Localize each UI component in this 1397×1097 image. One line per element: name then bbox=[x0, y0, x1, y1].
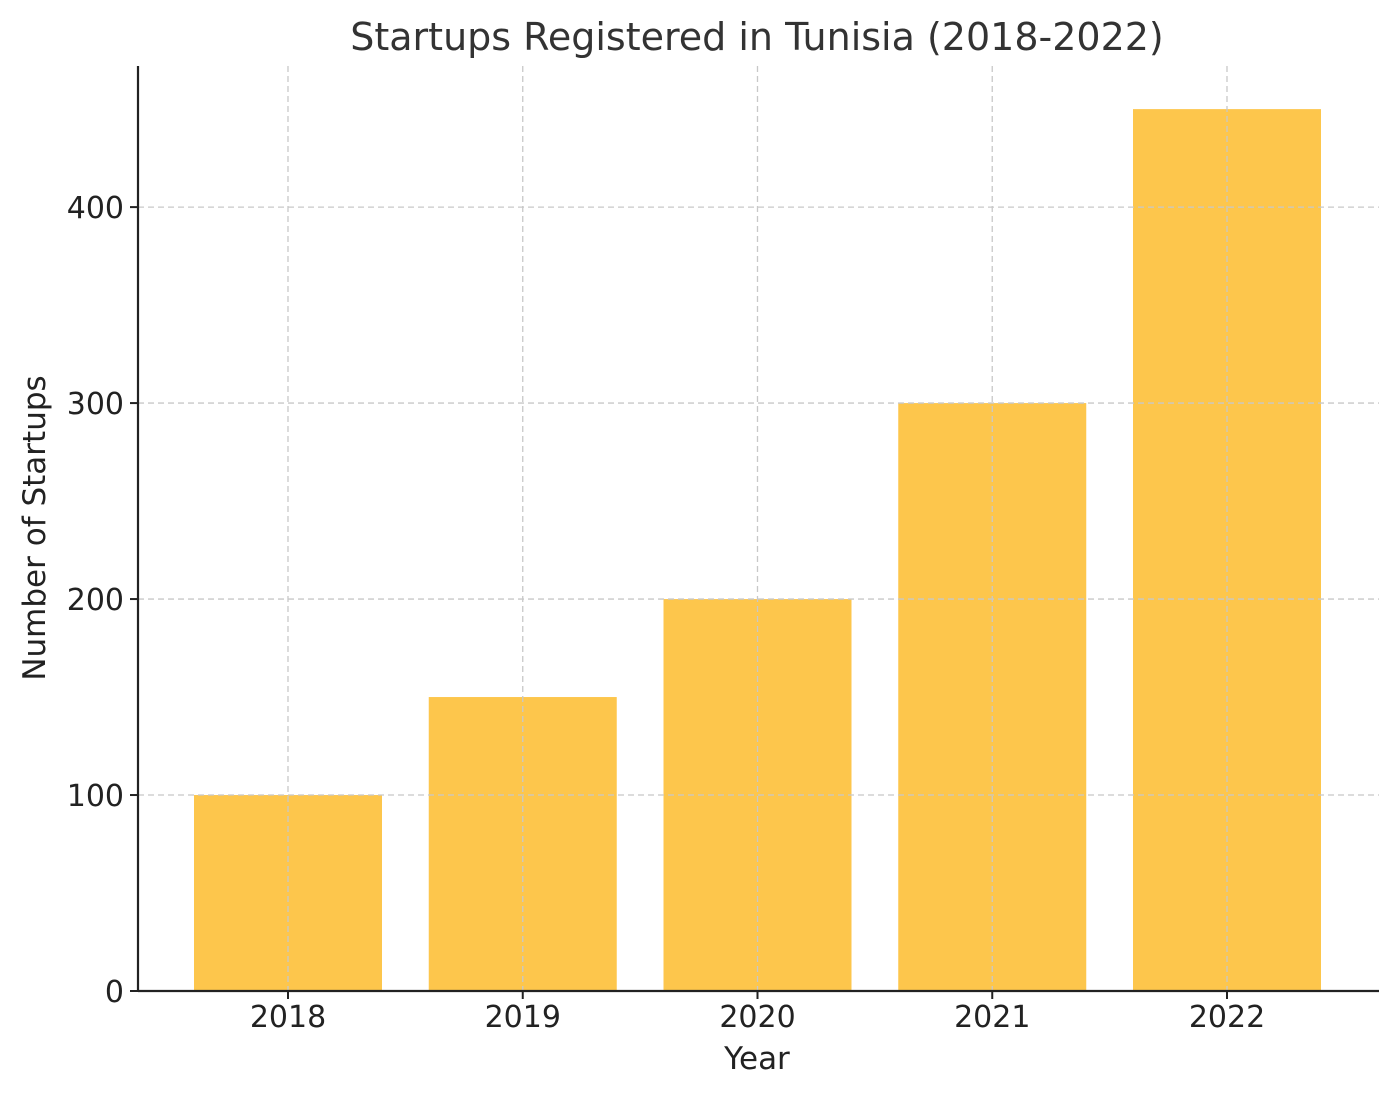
y-axis-label: Number of Startups bbox=[17, 375, 53, 680]
y-tick-label-300: 300 bbox=[67, 387, 124, 422]
x-axis-label: Year bbox=[723, 1041, 790, 1077]
chart-title: Startups Registered in Tunisia (2018-202… bbox=[350, 15, 1164, 59]
x-tick-label-2018: 2018 bbox=[250, 1000, 326, 1035]
y-tick-label-100: 100 bbox=[67, 779, 124, 814]
x-tick-label-2020: 2020 bbox=[719, 1000, 795, 1035]
x-tick-label-2022: 2022 bbox=[1189, 1000, 1265, 1035]
x-tick-label-2019: 2019 bbox=[485, 1000, 561, 1035]
grid-overlay bbox=[138, 66, 1379, 991]
y-tick-label-0: 0 bbox=[105, 975, 124, 1010]
y-tick-label-200: 200 bbox=[67, 583, 124, 618]
x-tick-label-2021: 2021 bbox=[954, 1000, 1030, 1035]
y-tick-label-400: 400 bbox=[67, 191, 124, 226]
tick-layer: 0 100 200 300 400 2018 2019 2020 2021 2022 bbox=[67, 191, 1265, 1035]
